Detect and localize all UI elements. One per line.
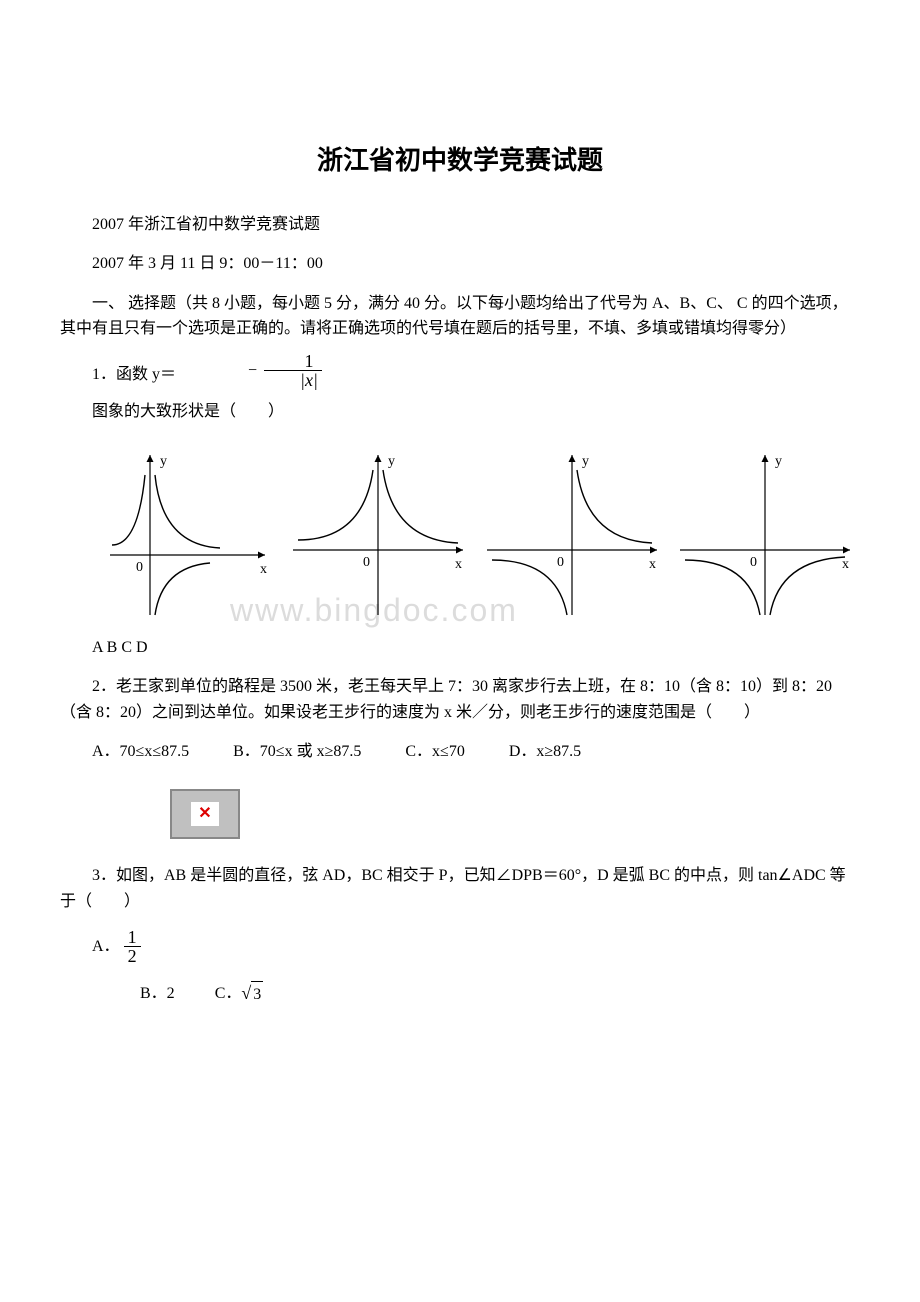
- q1-line2: 图象的大致形状是（ ）: [92, 399, 860, 425]
- subtitle-line2: 2007 年 3 月 11 日 9：00－11：00: [60, 251, 860, 277]
- svg-text:x: x: [649, 557, 656, 572]
- broken-image-icon: ✕: [191, 802, 219, 826]
- q1-options: A B C D: [60, 635, 860, 661]
- q1-function-line: 1．函数 y＝ − 1 |x|: [60, 356, 860, 393]
- axis-x-label: x: [260, 562, 267, 577]
- q3-option-a: A． 1 2: [92, 928, 860, 965]
- graph-c: y x 0: [477, 445, 667, 625]
- svg-text:0: 0: [363, 555, 370, 570]
- q1-frac-numerator: 1: [264, 352, 322, 370]
- q1-graphs-row: www.bingdoc.com y x 0 y x 0: [90, 445, 860, 625]
- q3-opt-c-label: C．: [215, 981, 242, 1007]
- page-title: 浙江省初中数学竞赛试题: [60, 140, 860, 182]
- section-1-heading: 一、 选择题（共 8 小题，每小题 5 分，满分 40 分。以下每小题均给出了代…: [60, 291, 860, 342]
- svg-text:0: 0: [750, 555, 757, 570]
- q3-a-den: 2: [124, 946, 141, 965]
- graph-a: y x 0: [90, 445, 280, 625]
- q1-frac-denominator: |x|: [300, 370, 318, 390]
- q1-fraction: − 1 |x|: [184, 352, 322, 389]
- axis-y-label: y: [160, 454, 167, 469]
- svg-text:x: x: [455, 557, 462, 572]
- q2-opt-a: A．70≤x≤87.5: [92, 743, 189, 760]
- q2-options: A．70≤x≤87.5 B．70≤x 或 x≥87.5 C．x≤70 D．x≥8…: [60, 739, 860, 765]
- q1-prefix: 1．函数 y＝: [60, 362, 176, 388]
- q3-a-num: 1: [124, 928, 141, 946]
- q2-opt-d: D．x≥87.5: [509, 743, 581, 760]
- q2-opt-c: C．x≤70: [405, 743, 464, 760]
- q3-text: 3．如图，AB 是半圆的直径，弦 AD，BC 相交于 P，已知∠DPB＝60°，…: [60, 863, 860, 914]
- q2-text: 2．老王家到单位的路程是 3500 米，老王每天早上 7：30 离家步行去上班，…: [60, 674, 860, 725]
- minus-sign: −: [216, 358, 257, 384]
- svg-text:x: x: [842, 557, 849, 572]
- q3-opt-c-sqrt: √3: [241, 979, 263, 1008]
- axis-origin: 0: [136, 560, 143, 575]
- subtitle-line1: 2007 年浙江省初中数学竞赛试题: [60, 212, 860, 238]
- svg-text:y: y: [582, 454, 589, 469]
- q3-a-label: A．: [92, 934, 120, 960]
- svg-text:y: y: [775, 454, 782, 469]
- q3-options-bc: B．2 C． √3: [140, 979, 860, 1008]
- graph-b: y x 0: [283, 445, 473, 625]
- q3-opt-b: B．2: [140, 981, 175, 1007]
- q2-opt-b: B．70≤x 或 x≥87.5: [233, 743, 361, 760]
- svg-text:0: 0: [557, 555, 564, 570]
- graph-d: y x 0: [670, 445, 860, 625]
- broken-image-placeholder: ✕: [170, 789, 240, 839]
- svg-text:y: y: [388, 454, 395, 469]
